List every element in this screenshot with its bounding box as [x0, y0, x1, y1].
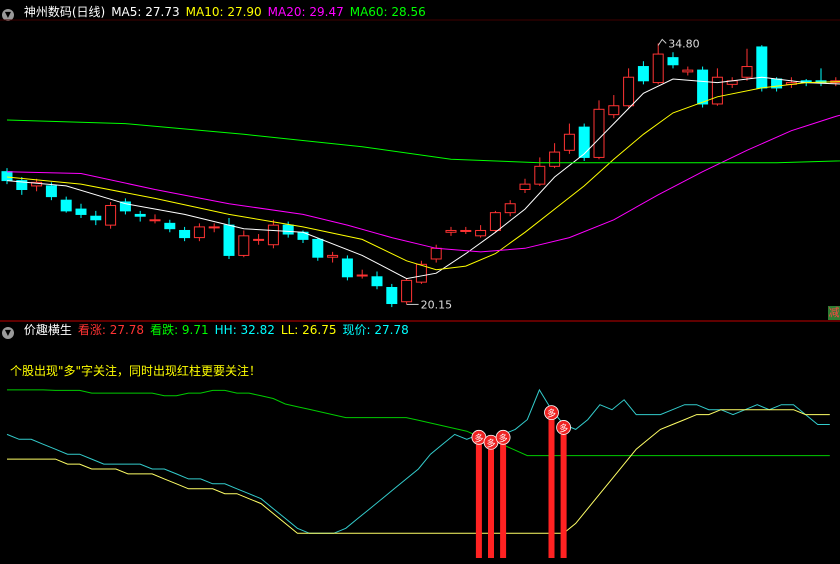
candle-body — [756, 46, 768, 89]
price-label: 现价: 27.78 — [342, 323, 409, 337]
candle-body — [504, 203, 516, 214]
candle-body — [460, 229, 472, 232]
hh-label: HH: 32.82 — [214, 323, 275, 337]
candle-body — [119, 201, 131, 212]
candle-body — [164, 222, 176, 230]
candle-body — [608, 105, 620, 116]
low-line — [7, 409, 830, 534]
candle-body — [667, 57, 679, 66]
candle-body — [223, 224, 235, 256]
signal-bar — [548, 414, 555, 558]
candle-body — [637, 66, 649, 82]
candle-body — [105, 205, 117, 226]
candle-body — [356, 274, 368, 277]
signal-marker — [556, 420, 571, 435]
candle-body — [623, 76, 635, 107]
signal-bar — [475, 439, 482, 558]
candle-body — [312, 238, 324, 258]
stock-title: 神州数码(日线) — [23, 5, 106, 19]
fall-label: 看跌: 9.71 — [150, 323, 209, 337]
side-badge[interactable]: 减 — [828, 306, 840, 320]
signal-bar — [500, 439, 507, 558]
ma5-line — [6, 76, 840, 280]
candle-body — [415, 263, 427, 283]
signal-bar — [560, 429, 567, 558]
candle-body — [327, 254, 339, 258]
ma10-label: MA10: 27.90 — [185, 5, 262, 19]
candle-body — [475, 229, 487, 237]
fall-line — [6, 388, 830, 534]
candle-body — [534, 165, 546, 185]
candle-body — [593, 108, 605, 158]
candle-body — [179, 229, 191, 239]
chevron-down-icon[interactable]: ▼ — [2, 9, 14, 21]
candle-body — [563, 133, 575, 151]
rise-line — [7, 389, 830, 457]
candle-body — [711, 76, 723, 105]
candle-body — [682, 69, 694, 73]
candle-body — [253, 238, 265, 241]
high-label: 34.80 — [668, 37, 700, 50]
ma60-line — [6, 119, 840, 164]
signal-marker — [495, 429, 511, 445]
high-marker — [657, 38, 667, 46]
candle-body — [445, 229, 457, 233]
candle-body — [341, 258, 353, 278]
chevron-down-icon[interactable]: ▼ — [2, 327, 14, 339]
candle-body — [75, 208, 87, 215]
top-chart-header: ▼ 神州数码(日线) MA5: 27.73 MA10: 27.90 MA20: 29.… — [0, 3, 432, 21]
candle-body — [16, 180, 28, 190]
ma60-label: MA60: 28.56 — [349, 5, 426, 19]
low-label: 20.15 — [421, 298, 453, 311]
ma20-line — [6, 114, 840, 253]
candle-body — [697, 69, 709, 105]
candle-body — [45, 185, 57, 198]
signal-label: 多 — [474, 432, 483, 444]
candle-body — [652, 53, 664, 84]
candle-body — [238, 235, 250, 256]
candle-body — [90, 215, 102, 221]
candle-body — [267, 224, 279, 246]
candle-body — [386, 286, 398, 305]
candle-body — [208, 226, 220, 229]
ma5-label: MA5: 27.73 — [111, 5, 180, 19]
candle-body — [578, 126, 590, 158]
signal-label: 多 — [547, 408, 556, 420]
candle-body — [741, 66, 753, 78]
candle-body — [430, 247, 442, 260]
candle-body — [489, 212, 501, 231]
candle-body — [282, 224, 294, 235]
candle-body — [193, 226, 205, 239]
candle-body — [371, 276, 383, 287]
signal-label: 多 — [486, 437, 495, 449]
indicator-title: 价趣横生 — [23, 323, 72, 337]
signal-label: 多 — [499, 432, 508, 444]
indicator-note: 个股出现"多"字关注，同时出现红柱更要关注！ — [10, 364, 262, 378]
signal-marker — [544, 405, 559, 421]
candle-body — [519, 183, 531, 190]
signal-label: 多 — [559, 422, 568, 434]
candle-body — [134, 213, 146, 217]
ma20-label: MA20: 29.47 — [267, 5, 344, 19]
candle-body — [401, 279, 413, 303]
ll-label: LL: 26.75 — [280, 323, 337, 337]
rise-label: 看涨: 27.78 — [77, 323, 145, 337]
candle-body — [60, 199, 72, 212]
ma10-line — [6, 81, 840, 271]
candle-body — [549, 151, 561, 167]
candle-body — [1, 171, 13, 182]
candle-body — [149, 219, 161, 222]
signal-bar — [488, 444, 494, 558]
bottom-chart-header: ▼ 价趣横生 看涨: 27.78 看跌: 9.71 HH: 32.82 LL: 26.7… — [0, 321, 415, 339]
